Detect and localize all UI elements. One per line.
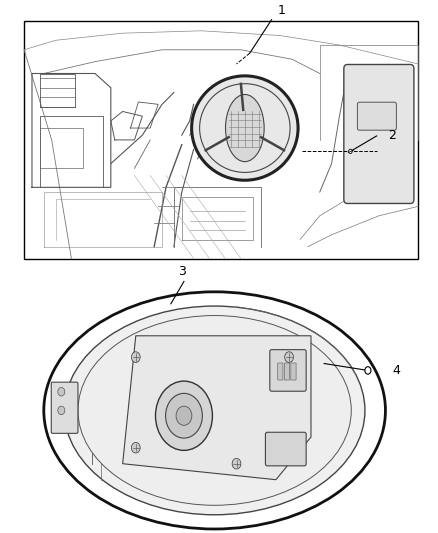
Ellipse shape [192, 76, 298, 180]
FancyBboxPatch shape [51, 382, 78, 433]
Circle shape [58, 387, 65, 396]
Circle shape [232, 458, 241, 469]
Bar [24, 21, 418, 259]
Ellipse shape [78, 316, 351, 505]
Circle shape [176, 406, 192, 425]
Text: 2: 2 [388, 130, 396, 142]
Polygon shape [123, 336, 311, 480]
Text: 1: 1 [278, 4, 286, 17]
Text: 4: 4 [392, 364, 400, 377]
FancyBboxPatch shape [278, 363, 283, 380]
Circle shape [58, 406, 65, 415]
Ellipse shape [44, 292, 385, 529]
Circle shape [131, 352, 140, 362]
FancyBboxPatch shape [270, 350, 306, 391]
FancyBboxPatch shape [344, 64, 414, 204]
Circle shape [285, 352, 293, 362]
Ellipse shape [226, 94, 264, 161]
FancyBboxPatch shape [284, 363, 290, 380]
FancyBboxPatch shape [265, 432, 306, 466]
Circle shape [349, 149, 352, 154]
Text: 3: 3 [178, 265, 186, 278]
Circle shape [166, 393, 202, 438]
Circle shape [155, 381, 212, 450]
FancyBboxPatch shape [291, 363, 296, 380]
Ellipse shape [64, 306, 365, 515]
FancyBboxPatch shape [357, 102, 396, 130]
Circle shape [131, 442, 140, 453]
Circle shape [365, 367, 371, 374]
